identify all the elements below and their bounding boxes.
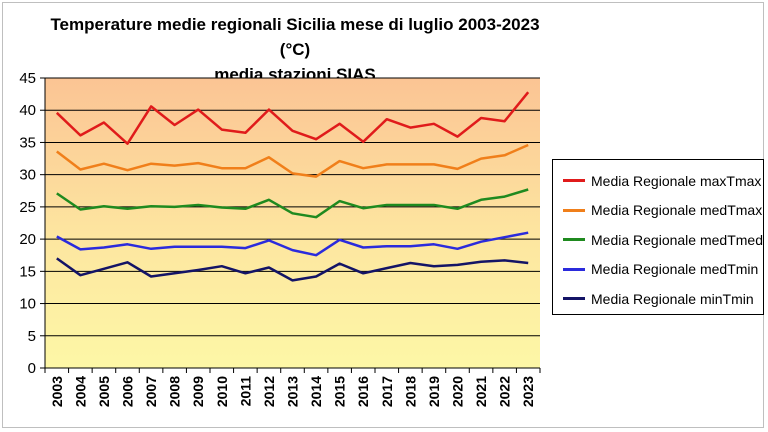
x-tick-label: 2014 [308,376,324,407]
y-tick-label: 10 [19,296,36,313]
series-lines [55,91,530,282]
legend-swatch [563,179,585,183]
x-tick-label: 2019 [426,376,442,407]
series-line-3 [56,188,529,219]
legend-swatch [563,267,585,271]
legend-label: Media Regionale maxTmax [591,172,762,189]
x-tick-label: 2017 [379,376,395,407]
legend-swatch [563,297,585,301]
x-tick-label: 2021 [473,376,489,407]
x-tick-label: 2007 [143,376,159,407]
x-tick-label: 2009 [190,376,206,407]
legend-item: Media Regionale medTmax [563,196,763,226]
y-tick-label: 30 [19,167,36,184]
chart-legend: Media Regionale maxTmax Media Regionale m… [552,159,764,315]
legend-item: Media Regionale medTmin [563,255,763,285]
x-tick-label: 2023 [520,376,536,407]
x-tick-label: 2004 [72,376,88,407]
y-tick-label: 20 [19,231,36,248]
y-tick-label: 40 [19,102,36,119]
x-tick-label: 2008 [167,376,183,407]
plot-area [45,78,540,368]
y-tick-label: 0 [28,360,36,377]
x-tick-label: 2018 [402,376,418,407]
x-tick-label: 2003 [49,376,65,407]
y-tick-label: 5 [28,328,36,345]
y-tick-label: 35 [19,134,36,151]
series-line-2 [56,143,529,178]
x-tick-label: 2013 [285,376,301,407]
x-tick-label: 2010 [214,376,230,407]
series-line-1 [55,91,530,145]
legend-label: Media Regionale medTmax [591,202,763,219]
legend-item: Media Regionale minTmin [563,284,763,314]
legend-item: Media Regionale medTmed [563,225,763,255]
legend-item: Media Regionale maxTmax [563,166,763,196]
y-tick-label: 45 [19,70,36,87]
series-line-5 [56,257,529,282]
chart-title: Temperature medie regionali Sicilia mese… [50,15,540,59]
y-tick-label: 15 [19,263,36,280]
legend-label: Media Regionale medTmin [591,261,759,278]
x-tick-label: 2006 [120,376,136,407]
legend-label: Media Regionale medTmed [591,231,763,248]
series-line-4 [56,231,529,257]
legend-swatch [563,208,585,212]
x-tick-label: 2012 [261,376,277,407]
y-tick-label: 25 [19,199,36,216]
x-tick-label: 2011 [237,376,253,407]
x-tick-label: 2015 [332,376,348,407]
axes: 0 5 10 15 20 25 30 35 40 45 2003 2004 2005 2006 2007 20… [19,70,541,407]
legend-swatch [563,238,585,242]
x-tick-label: 2005 [96,376,112,407]
x-tick-label: 2016 [355,376,371,407]
x-tick-label: 2022 [497,376,513,407]
gridlines [45,77,540,337]
x-tick-label: 2020 [450,376,466,407]
legend-label: Media Regionale minTmin [591,290,754,307]
